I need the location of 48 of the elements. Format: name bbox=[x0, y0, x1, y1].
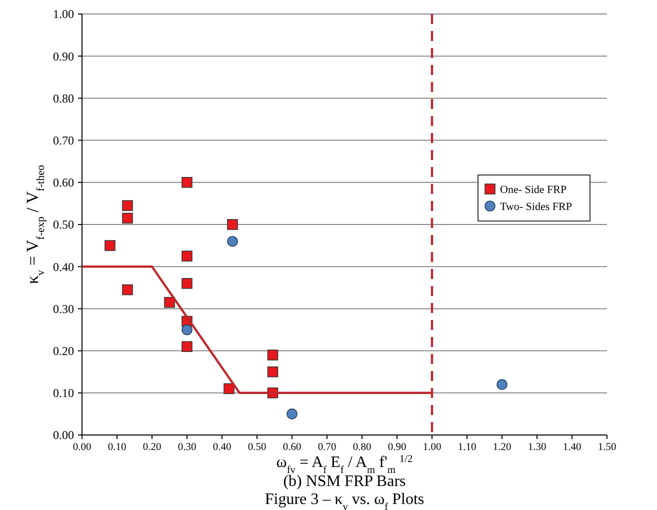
point bbox=[227, 219, 238, 230]
point bbox=[182, 324, 192, 336]
y-tick-label: 0.40 bbox=[53, 260, 74, 274]
legend-label: One- Side FRP bbox=[500, 184, 567, 196]
point bbox=[496, 379, 508, 390]
point bbox=[164, 296, 175, 308]
point bbox=[122, 212, 133, 224]
x-tick-label: 1.00 bbox=[422, 442, 442, 453]
y-tick-label: 0.70 bbox=[53, 134, 74, 148]
x-tick-label: 0.70 bbox=[318, 442, 336, 453]
x-tick-label: 1.20 bbox=[492, 442, 512, 453]
y-tick-label: 1.00 bbox=[53, 7, 74, 22]
point bbox=[104, 240, 116, 251]
x-tick-label: 0.90 bbox=[388, 442, 406, 453]
x-tick-label: 1.50 bbox=[598, 442, 616, 453]
x-tick-label: 0.20 bbox=[142, 442, 162, 453]
point bbox=[267, 366, 278, 378]
y-tick-label: 0.10 bbox=[53, 386, 74, 400]
x-tick-label: 1.10 bbox=[458, 442, 476, 453]
y-tick-label: 0.60 bbox=[53, 176, 74, 190]
point bbox=[122, 200, 133, 211]
text: Figure 3 – κ$_{v}$ vs. ω$_{f}$ Plots bbox=[264, 491, 424, 510]
y-tick-label: 0.90 bbox=[53, 49, 74, 64]
y-tick-label: 0.50 bbox=[53, 218, 74, 232]
point bbox=[227, 236, 238, 247]
x-tick-label: 0.00 bbox=[72, 442, 92, 453]
x-tick-label: 0.80 bbox=[352, 442, 372, 453]
text: (b) NSM FRP Bars bbox=[283, 473, 406, 490]
point bbox=[122, 284, 133, 296]
y-tick-label: 0.80 bbox=[53, 91, 74, 106]
x-tick-label: 1.30 bbox=[528, 442, 546, 453]
x-tick-label: 1.40 bbox=[562, 442, 582, 453]
point bbox=[267, 350, 278, 360]
point bbox=[182, 278, 192, 289]
y-tick-label: 0.30 bbox=[53, 302, 74, 316]
x-tick-label: 0.40 bbox=[212, 442, 232, 453]
x-tick-label: 0.30 bbox=[178, 442, 196, 453]
point bbox=[286, 408, 298, 420]
x-tick-label: 0.60 bbox=[282, 442, 302, 453]
point bbox=[182, 177, 192, 188]
point bbox=[182, 250, 192, 262]
y-tick-label: 0.20 bbox=[53, 344, 74, 358]
x-tick-label: 0.50 bbox=[248, 442, 266, 453]
point bbox=[224, 383, 234, 394]
y-tick-label: 0.00 bbox=[53, 428, 74, 442]
point bbox=[182, 341, 192, 352]
legend-label: Two- Sides FRP bbox=[500, 200, 572, 213]
x-tick-label: 0.10 bbox=[108, 442, 126, 453]
